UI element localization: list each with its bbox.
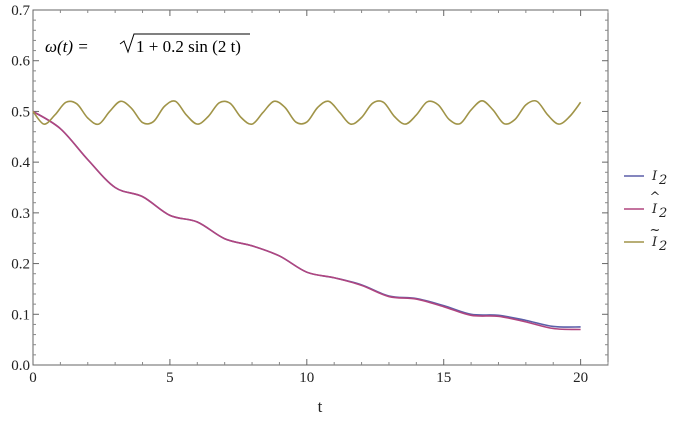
x-tick-label: 15 [436, 370, 451, 386]
legend-label-accent: ~ [650, 223, 661, 238]
svg-text:ω(t) =: ω(t) = [45, 37, 89, 56]
legend-label-subscript: 2 [658, 239, 667, 254]
x-tick-label: 5 [166, 370, 174, 386]
legend-label-subscript: 2 [658, 173, 667, 188]
y-tick-label: 0.2 [11, 257, 30, 273]
y-tick-label: 0.4 [11, 155, 30, 171]
axis-ticks: 0 5 10 15 20 0.0 0.1 0.2 0.3 0.4 0.5 0.6 0.7 [11, 3, 609, 386]
formula-annotation: ω(t) = 1 + 0.2 sin (2 t) [45, 33, 250, 56]
legend-label-subscript: 2 [658, 206, 667, 221]
x-tick-label: 20 [573, 370, 588, 386]
y-tick-label: 0.5 [11, 104, 30, 120]
series-line-1 [32, 110, 581, 328]
y-tick-label: 0.7 [11, 3, 30, 19]
formula-radicand: 1 + 0.2 sin (2 t) [136, 37, 241, 56]
series-line-3 [32, 99, 582, 126]
legend: I 2I 2^I 2~ [624, 169, 667, 254]
plot-frame [32, 9, 609, 366]
radical-sign [119, 33, 250, 54]
legend-label: I [651, 202, 658, 217]
svg-text:1 + 0.2 sin (2 t): 1 + 0.2 sin (2 t) [136, 37, 241, 56]
y-tick-label: 0.6 [11, 54, 30, 70]
x-tick-label: 10 [299, 370, 314, 386]
series-layer [32, 99, 582, 331]
legend-label-accent: ^ [650, 190, 661, 205]
x-tick-label: 0 [29, 370, 37, 386]
series-line-2 [32, 110, 581, 331]
y-tick-label: 0.3 [11, 206, 30, 222]
x-axis-title: t [318, 397, 323, 416]
legend-label: I [651, 235, 658, 250]
y-tick-label: 0.1 [11, 307, 30, 323]
formula-lhs: ω(t) = [45, 37, 89, 56]
y-tick-label: 0.0 [11, 358, 30, 374]
legend-label: I [651, 169, 658, 184]
